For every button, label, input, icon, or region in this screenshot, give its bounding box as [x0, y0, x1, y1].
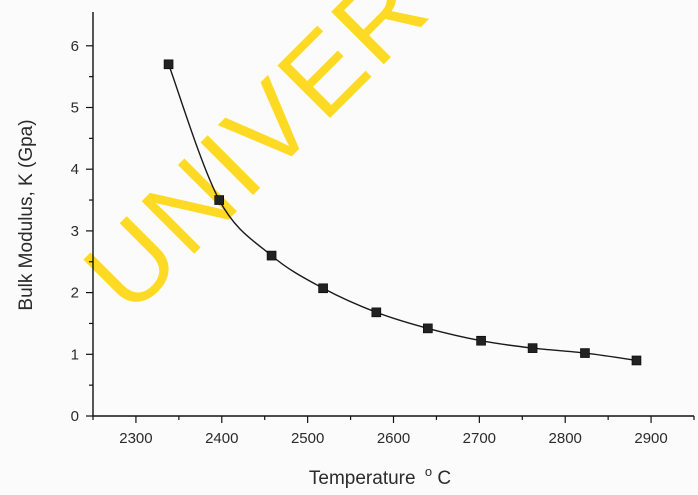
data-point-2518: [318, 283, 328, 294]
x-tick-label-2600: 2600: [377, 430, 410, 447]
y-tick-label-6: 6: [71, 38, 79, 55]
data-point-2702: [476, 335, 486, 346]
data-point-2640: [423, 323, 433, 334]
data-point-2397: [214, 195, 225, 205]
data-point-2883: [631, 355, 642, 366]
x-tick-label-2900: 2900: [634, 430, 667, 447]
y-axis-title: Bulk Modulus, K (Gpa): [16, 119, 37, 310]
y-tick-label-0: 0: [71, 408, 79, 425]
x-axis-degree-symbol: o: [425, 464, 432, 479]
y-tick-label-5: 5: [71, 100, 79, 117]
y-tick-label-1: 1: [71, 346, 79, 363]
x-tick-label-2500: 2500: [291, 430, 324, 447]
x-axis-title: Temperature o C: [309, 460, 451, 489]
x-axis-unit: C: [437, 468, 451, 489]
y-tick-label-4: 4: [71, 161, 79, 178]
y-tick-label-2: 2: [71, 285, 79, 302]
x-tick-label-2800: 2800: [549, 430, 582, 447]
y-tick-label-3: 3: [71, 223, 79, 240]
data-point-2338: [163, 59, 174, 70]
x-tick-label-2700: 2700: [463, 430, 496, 447]
x-tick-label-2300: 2300: [119, 430, 152, 447]
x-axis-ticks: 2300 2400 2500 2600 2700 2800 2900: [92, 416, 695, 447]
y-axis-ticks: 0 1 2 3 4 5 6: [71, 38, 93, 425]
data-point-2762: [527, 343, 538, 353]
data-point-2580: [371, 307, 382, 318]
x-tick-label-2400: 2400: [205, 430, 238, 447]
watermark: UNIVERSI: [61, 0, 530, 334]
x-axis-title-text: Temperature: [309, 468, 416, 489]
watermark-text: UNIVERSI: [61, 0, 530, 334]
series-layer: [163, 59, 642, 366]
data-point-2458: [266, 250, 277, 261]
data-point-2823: [580, 348, 590, 358]
